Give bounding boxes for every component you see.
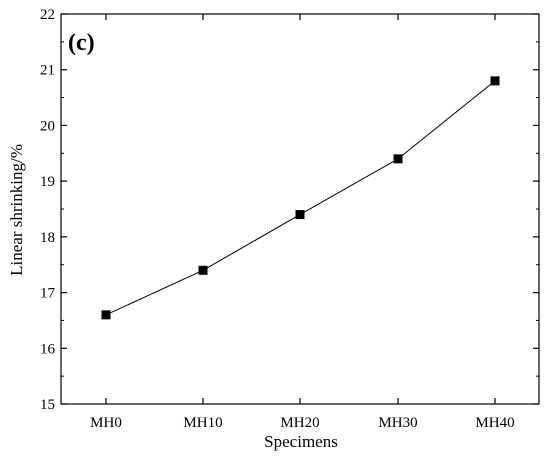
data-point-mh30 (393, 154, 403, 164)
y-tick-label: 15 (40, 397, 55, 413)
series-line (105, 80, 496, 316)
y-tick-label: 20 (40, 118, 55, 134)
data-point-mh0 (101, 310, 111, 320)
data-point-mh20 (295, 210, 305, 220)
y-tick-label: 18 (40, 230, 55, 246)
data-point-mh40 (490, 76, 500, 86)
data-point-mh10 (198, 265, 208, 275)
x-tick-label: MH0 (90, 415, 122, 431)
x-tick-label: MH20 (280, 415, 319, 431)
y-tick-label: 17 (40, 286, 56, 302)
x-tick-label: MH40 (475, 415, 514, 431)
panel-label: (c) (68, 30, 95, 56)
series-group (101, 76, 500, 320)
x-tick-label: MH10 (183, 415, 222, 431)
plot-frame (60, 13, 540, 405)
axis-ticks: 15 16 17 18 19 20 21 22 MH0 MH10 MH20 MH30 MH40 (40, 7, 539, 431)
y-tick-label: 16 (40, 341, 56, 357)
x-axis-title: Specimens (264, 432, 338, 451)
y-tick-label: 21 (40, 63, 55, 79)
y-tick-label: 22 (40, 7, 55, 23)
y-axis-title: Linear shrinking/% (7, 144, 26, 276)
y-tick-label: 19 (40, 174, 55, 190)
x-tick-label: MH30 (378, 415, 417, 431)
